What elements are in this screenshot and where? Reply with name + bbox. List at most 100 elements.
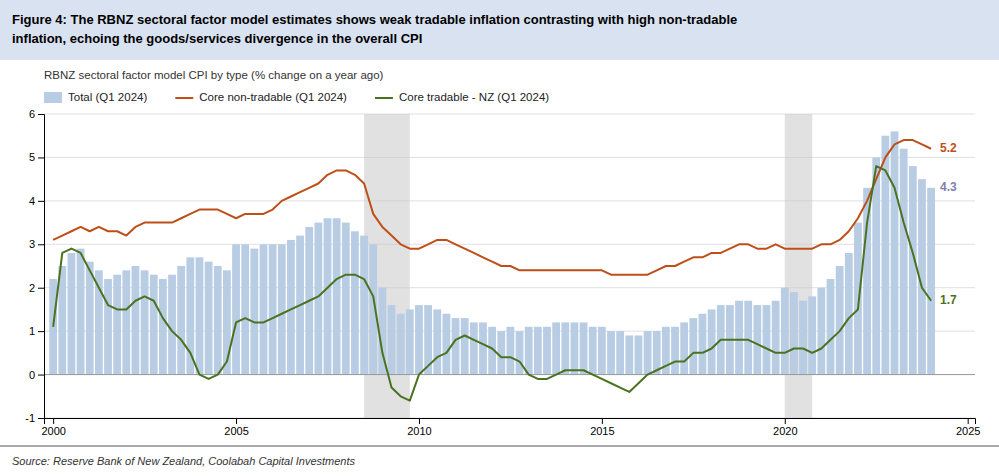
bar — [836, 266, 844, 375]
bar — [461, 318, 469, 374]
bar — [827, 279, 835, 375]
bar-series — [49, 131, 935, 374]
bar — [699, 314, 707, 375]
x-axis: 200020052010201520202025 — [41, 418, 980, 437]
grid-line — [44, 374, 975, 375]
bar — [141, 270, 149, 374]
end-label: 1.7 — [940, 293, 957, 307]
bar — [635, 335, 643, 374]
y-tick-mark — [38, 331, 44, 332]
bar — [854, 223, 862, 375]
bar — [552, 322, 560, 374]
bar — [479, 322, 487, 374]
y-tick-mark — [38, 201, 44, 202]
x-tick-label: 2025 — [956, 425, 980, 437]
line — [53, 140, 931, 275]
x-tick: 2020 — [773, 418, 797, 437]
title: Figure 4: The RBNZ sectoral factor model… — [12, 12, 737, 46]
y-tick: 6 — [29, 108, 44, 120]
bar — [735, 301, 743, 375]
x-tick-label: 2000 — [41, 425, 65, 437]
bar — [671, 327, 679, 375]
bar — [132, 266, 140, 375]
source: Source: Reserve Bank of New Zealand, Coo… — [12, 455, 356, 467]
bar — [415, 305, 423, 374]
separator — [0, 446, 999, 447]
bar — [122, 270, 130, 374]
bar — [342, 223, 350, 375]
chart: Figure 4: The RBNZ sectoral factor model… — [0, 0, 999, 476]
bar — [589, 327, 597, 375]
y-tick: 3 — [29, 238, 44, 250]
bar — [86, 262, 94, 375]
end-label: 5.2 — [940, 141, 957, 155]
y-tick: 4 — [29, 195, 44, 207]
bar — [507, 327, 515, 375]
x-tick-mark — [53, 418, 54, 424]
bar — [543, 327, 551, 375]
bar — [863, 188, 871, 375]
bar — [196, 257, 204, 374]
bar — [900, 149, 908, 375]
bar — [214, 266, 222, 375]
y-tick-mark — [38, 244, 44, 245]
zero-line — [44, 374, 975, 375]
bar — [845, 253, 853, 375]
grid — [44, 114, 975, 418]
bar — [680, 322, 688, 374]
bar — [580, 322, 588, 374]
line — [53, 166, 931, 401]
legend-swatch — [375, 97, 393, 99]
bar — [525, 327, 533, 375]
bar — [763, 305, 771, 374]
x-axis-line — [45, 419, 976, 425]
y-tick-label: 0 — [29, 369, 35, 381]
title-line: Figure 4: The RBNZ sectoral factor model… — [12, 12, 737, 27]
y-tick-label: 6 — [29, 108, 35, 120]
y-tick: -1 — [25, 412, 44, 424]
legend-label: Core tradable - NZ (Q1 2024) — [399, 91, 549, 103]
bar — [68, 253, 76, 375]
bar — [799, 301, 807, 375]
bar — [808, 296, 816, 374]
bar — [77, 249, 85, 375]
y-tick: 1 — [29, 325, 44, 337]
legend-item: Core tradable - NZ (Q1 2024) — [375, 91, 549, 103]
end-label: 4.3 — [940, 180, 957, 194]
bar — [470, 322, 478, 374]
bar — [753, 305, 761, 374]
x-tick-mark — [602, 418, 603, 424]
y-tick-label: 5 — [29, 151, 35, 163]
bar — [891, 131, 899, 374]
y-tick: 2 — [29, 282, 44, 294]
bar — [927, 188, 935, 375]
bar — [406, 309, 414, 374]
legend-item: Core non-tradable (Q1 2024) — [175, 91, 347, 103]
y-tick-mark — [38, 288, 44, 289]
bar — [744, 301, 752, 375]
legend-label: Total (Q1 2024) — [68, 91, 147, 103]
bar — [790, 292, 798, 375]
bar — [260, 244, 268, 374]
grid-line — [44, 114, 975, 115]
bar — [360, 236, 368, 375]
x-tick-label: 2005 — [224, 425, 248, 437]
bar — [324, 218, 332, 374]
y-tick-label: 1 — [29, 325, 35, 337]
bar — [278, 244, 286, 374]
bar — [909, 166, 917, 374]
bar — [397, 314, 405, 375]
y-tick: 0 — [29, 369, 44, 381]
bar — [205, 262, 213, 375]
bar — [644, 331, 652, 374]
x-tick-mark — [785, 418, 786, 424]
bar — [598, 327, 606, 375]
x-tick: 2025 — [956, 418, 980, 437]
bar — [433, 309, 441, 374]
y-tick-label: 2 — [29, 282, 35, 294]
bar — [388, 305, 396, 374]
y-axis: -1 0 1 2 3 4 5 6 — [25, 108, 44, 424]
plot-area — [44, 114, 975, 418]
bar — [232, 244, 240, 374]
legend-item: Total (Q1 2024) — [44, 91, 147, 103]
